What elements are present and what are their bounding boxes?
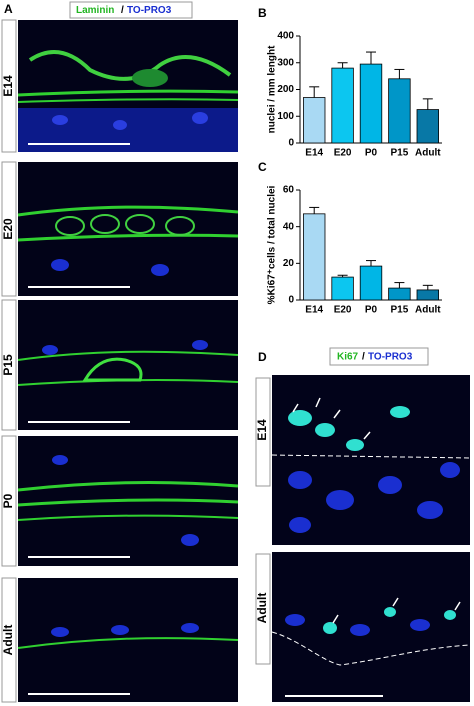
bar: [359, 63, 383, 144]
y-tick-label: 60: [283, 185, 295, 196]
image-label: P0: [1, 493, 15, 508]
micrograph: [17, 300, 239, 430]
legend-box: [69, 1, 193, 19]
label-box: [255, 553, 271, 665]
bar: [388, 287, 411, 301]
y-tick-label: 300: [277, 57, 294, 68]
bar: [303, 213, 326, 301]
x-tick-label: E14: [305, 305, 323, 316]
micrograph: [271, 375, 471, 545]
x-tick-label: E20: [334, 148, 352, 159]
bar: [331, 276, 354, 301]
y-tick-label: 0: [288, 138, 294, 149]
bar: [359, 265, 383, 301]
micrograph: [271, 552, 471, 702]
legend-stain: TO-PRO3: [127, 5, 172, 16]
image-label: P15: [1, 354, 15, 376]
y-tick-label: 20: [283, 258, 295, 269]
legend-stain: Laminin: [76, 5, 114, 16]
y-tick-label: 200: [277, 84, 294, 95]
legend-box: [329, 347, 429, 366]
x-tick-label: E14: [305, 148, 323, 159]
bar: [416, 289, 439, 301]
x-tick-label: P15: [391, 148, 409, 159]
legend-stain: Ki67: [337, 352, 359, 363]
x-tick-label: P15: [391, 305, 409, 316]
y-tick-label: 400: [277, 31, 294, 42]
x-tick-label: P0: [365, 305, 378, 316]
panel-letter: B: [258, 6, 267, 20]
y-tick-label: 40: [283, 221, 295, 232]
panel-letter: D: [258, 350, 267, 364]
label-box: [1, 435, 17, 567]
y-axis-label: nuclei / mm lenght: [267, 45, 278, 133]
bar: [388, 78, 411, 144]
micrograph: [17, 578, 239, 702]
bar: [416, 109, 439, 144]
panel-letter: A: [4, 2, 13, 16]
x-tick-label: P0: [365, 148, 378, 159]
image-label: E14: [255, 419, 269, 441]
label-box: [1, 161, 17, 297]
legend-separator: /: [362, 352, 365, 363]
label-box: [1, 19, 17, 153]
legend-separator: /: [121, 5, 124, 16]
panel-letter: C: [258, 160, 267, 174]
image-label: E20: [1, 218, 15, 240]
micrograph: [17, 20, 239, 152]
label-box: [1, 299, 17, 431]
x-tick-label: Adult: [415, 305, 441, 316]
bar: [331, 67, 354, 144]
image-label: Adult: [255, 593, 269, 624]
micrograph: [17, 436, 239, 566]
y-tick-label: 100: [277, 111, 294, 122]
micrograph: [17, 162, 239, 296]
y-axis-label: %Ki67⁺cells / total nuclei: [267, 185, 278, 304]
label-box: [1, 577, 17, 703]
bar: [303, 97, 326, 144]
image-label: Adult: [1, 625, 15, 656]
x-tick-label: E20: [334, 305, 352, 316]
image-label: E14: [1, 75, 15, 97]
x-tick-label: Adult: [415, 148, 441, 159]
y-tick-label: 0: [288, 295, 294, 306]
label-box: [255, 377, 271, 487]
legend-stain: TO-PRO3: [368, 352, 413, 363]
